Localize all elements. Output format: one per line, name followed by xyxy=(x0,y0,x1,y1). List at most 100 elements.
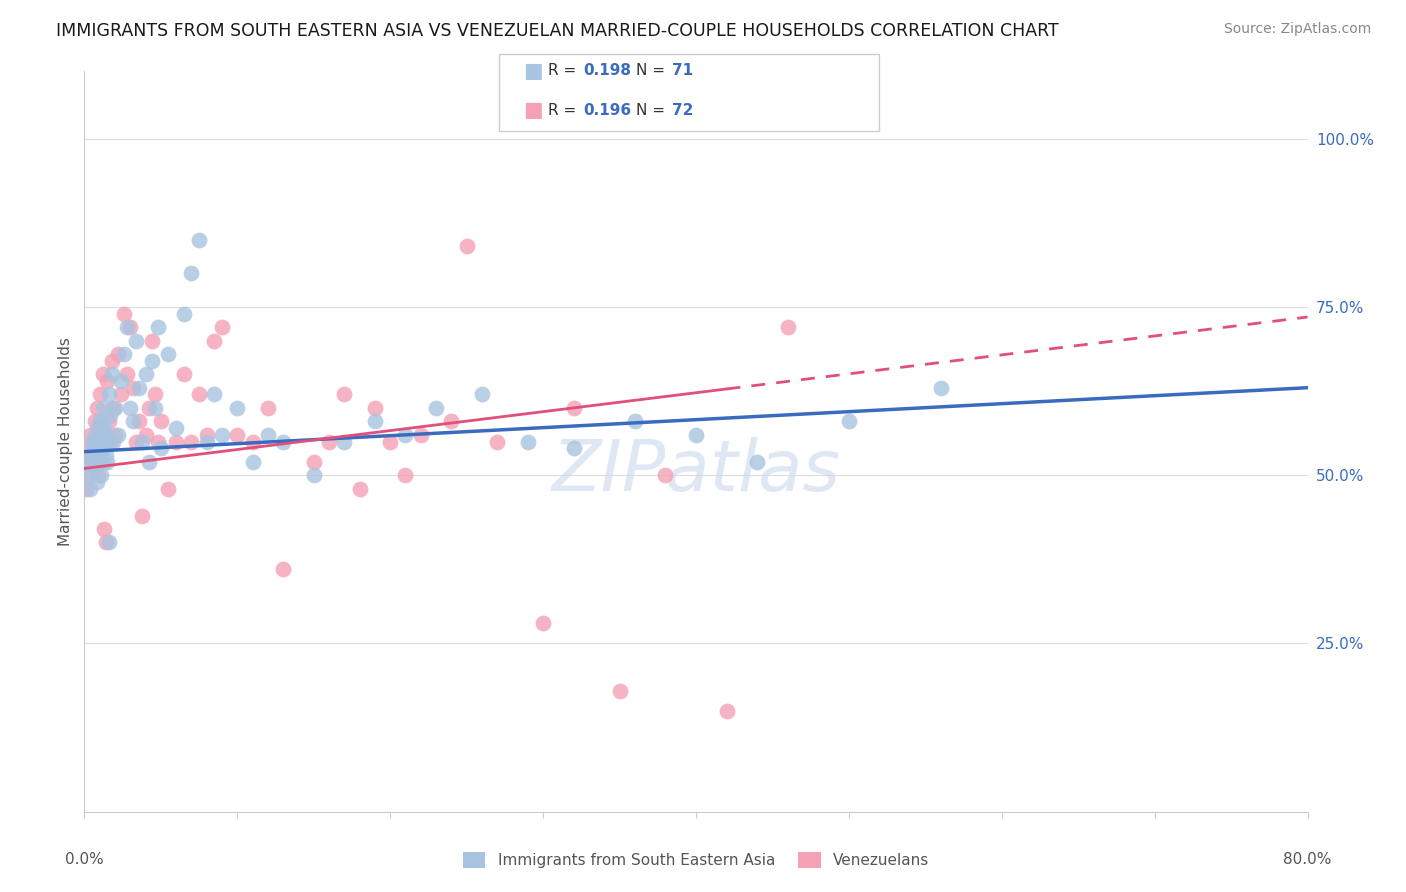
Point xyxy=(75,482,97,496)
Point xyxy=(456,239,478,253)
Point xyxy=(87,468,110,483)
Point xyxy=(838,414,860,428)
Text: 0.0%: 0.0% xyxy=(65,853,104,867)
Point xyxy=(91,368,114,382)
Point xyxy=(120,320,142,334)
Point xyxy=(94,427,117,442)
Point xyxy=(112,347,135,361)
Point xyxy=(79,427,101,442)
Point xyxy=(131,434,153,449)
Text: Source: ZipAtlas.com: Source: ZipAtlas.com xyxy=(1223,22,1371,37)
Point xyxy=(97,535,120,549)
Point xyxy=(195,434,218,449)
Point xyxy=(83,434,105,449)
Point xyxy=(76,468,98,483)
Point xyxy=(83,461,105,475)
Point xyxy=(101,353,124,368)
Point xyxy=(86,475,108,489)
Point xyxy=(271,562,294,576)
Text: ■: ■ xyxy=(523,61,543,81)
Point xyxy=(87,421,110,435)
Point xyxy=(90,442,112,456)
Text: 0.198: 0.198 xyxy=(583,63,631,78)
Point xyxy=(302,468,325,483)
Point xyxy=(202,334,225,348)
Point xyxy=(173,307,195,321)
Text: R =: R = xyxy=(548,63,582,78)
Text: ■: ■ xyxy=(523,100,543,120)
Point xyxy=(91,414,114,428)
Point xyxy=(929,381,952,395)
Point xyxy=(91,455,114,469)
Point xyxy=(93,522,115,536)
Point xyxy=(131,508,153,523)
Point xyxy=(333,387,356,401)
Point xyxy=(257,401,280,415)
Point xyxy=(79,482,101,496)
Point xyxy=(89,414,111,428)
Point xyxy=(128,381,150,395)
Point xyxy=(141,334,163,348)
Point xyxy=(90,455,112,469)
Point xyxy=(89,387,111,401)
Point xyxy=(242,434,264,449)
Point xyxy=(146,320,169,334)
Point xyxy=(440,414,463,428)
Point xyxy=(143,401,166,415)
Point xyxy=(157,347,180,361)
Point xyxy=(93,427,115,442)
Point xyxy=(143,387,166,401)
Point xyxy=(110,374,132,388)
Point xyxy=(107,427,129,442)
Point xyxy=(77,455,100,469)
Y-axis label: Married-couple Households: Married-couple Households xyxy=(58,337,73,546)
Point xyxy=(103,434,125,449)
Point xyxy=(101,368,124,382)
Point xyxy=(609,683,631,698)
Point xyxy=(318,434,340,449)
Text: 72: 72 xyxy=(672,103,693,118)
Point xyxy=(94,448,117,462)
Point xyxy=(125,334,148,348)
Point xyxy=(96,434,118,449)
Point xyxy=(165,434,187,449)
Point xyxy=(89,442,111,456)
Point xyxy=(97,387,120,401)
Point xyxy=(84,427,107,442)
Point xyxy=(80,448,103,462)
Text: 80.0%: 80.0% xyxy=(1284,853,1331,867)
Point xyxy=(685,427,707,442)
Text: 71: 71 xyxy=(672,63,693,78)
Point xyxy=(96,455,118,469)
Point xyxy=(716,704,738,718)
Text: N =: N = xyxy=(636,63,669,78)
Point xyxy=(562,401,585,415)
Point xyxy=(135,368,157,382)
Point xyxy=(202,387,225,401)
Point xyxy=(394,427,416,442)
Point xyxy=(93,421,115,435)
Point xyxy=(138,401,160,415)
Point xyxy=(110,387,132,401)
Point xyxy=(173,368,195,382)
Point xyxy=(531,616,554,631)
Point xyxy=(226,401,249,415)
Point xyxy=(89,427,111,442)
Point xyxy=(94,434,117,449)
Point xyxy=(242,455,264,469)
Point xyxy=(138,455,160,469)
Point xyxy=(364,401,387,415)
Point xyxy=(271,434,294,449)
Point xyxy=(135,427,157,442)
Point xyxy=(562,442,585,456)
Text: 0.196: 0.196 xyxy=(583,103,631,118)
Point xyxy=(149,442,172,456)
Point xyxy=(115,368,138,382)
Point xyxy=(157,482,180,496)
Point xyxy=(747,455,769,469)
Point xyxy=(86,455,108,469)
Point xyxy=(104,427,127,442)
Point xyxy=(195,427,218,442)
Point xyxy=(93,442,115,456)
Point xyxy=(87,421,110,435)
